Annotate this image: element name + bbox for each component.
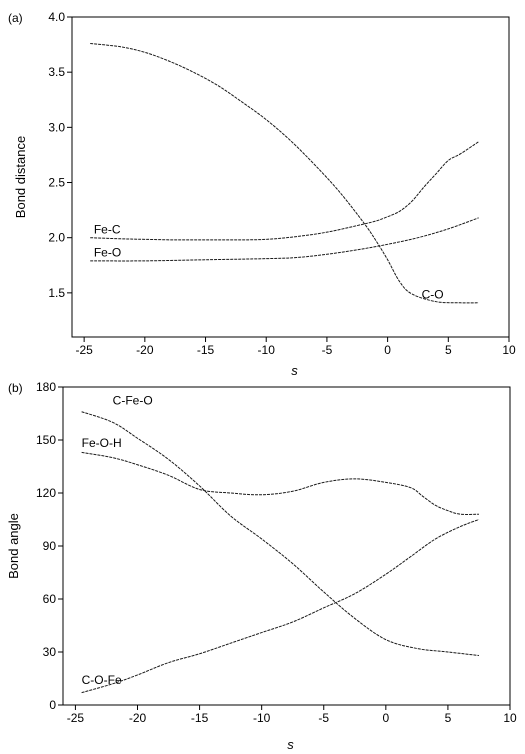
y-tick-label-b: 150: [36, 433, 56, 447]
series-label-fe-o-h: Fe-O-H: [82, 436, 122, 450]
x-tick-label-a: -20: [136, 343, 154, 357]
ticks-b: -25 -20 -15 -10 -5 0 5 10 0 30 60 90 120 150 180: [36, 380, 517, 725]
y-tick-label-a: 2.5: [48, 176, 65, 190]
series-label-fe-c: Fe-C: [94, 222, 121, 236]
x-axis-title-a: s: [291, 363, 298, 378]
panel-label-b: (b): [8, 381, 23, 395]
y-tick-label-b: 30: [43, 645, 57, 659]
x-tick-label-b: -10: [253, 711, 271, 725]
x-tick-label-a: -10: [258, 343, 276, 357]
panel-a: (a) s Bond distance -25 -20 -15 -10 -5 0 5 10 1.…: [8, 10, 516, 378]
y-tick-label-b: 120: [36, 486, 56, 500]
y-axis-title-b: Bond angle: [6, 513, 21, 579]
y-axis-title-a: Bond distance: [13, 136, 28, 218]
x-tick-label-a: -25: [75, 343, 93, 357]
series-lines-b: [81, 411, 480, 694]
plot-area-a: [71, 16, 510, 338]
x-tick-label-b: -25: [67, 711, 85, 725]
x-tick-label-a: -5: [322, 343, 333, 357]
ticks-a: -25 -20 -15 -10 -5 0 5 10 1.5 2.0 2.5 3.0 3.5 4.0: [48, 10, 516, 357]
series-line-c-o: [90, 42, 479, 304]
y-tick-label-b: 90: [43, 539, 57, 553]
series-label-c-fe-o: C-Fe-O: [113, 394, 153, 408]
series-lines-a: [90, 42, 479, 304]
series-line-c-o-fe: [81, 519, 480, 694]
panel-label-a: (a): [8, 11, 23, 25]
x-tick-label-b: 10: [503, 711, 517, 725]
series-label-c-o: C-O: [422, 287, 444, 301]
series-label-fe-o: Fe-O: [94, 245, 121, 259]
series-line-fe-c: [90, 141, 479, 241]
x-tick-label-b: -20: [129, 711, 147, 725]
panel-b: (b) s Bond angle -25 -20 -15 -10 -5 0 5 10 0 30 60…: [6, 380, 517, 752]
y-tick-label-a: 4.0: [48, 10, 65, 24]
x-tick-label-a: 10: [502, 343, 516, 357]
y-tick-label-b: 60: [43, 592, 57, 606]
x-tick-label-a: -15: [197, 343, 215, 357]
series-line-c-fe-o: [81, 411, 480, 657]
y-tick-label-a: 2.0: [48, 231, 65, 245]
x-tick-label-a: 0: [384, 343, 391, 357]
y-tick-label-b: 180: [36, 380, 56, 394]
series-labels-b: C-Fe-O Fe-O-H C-O-Fe: [82, 394, 153, 687]
y-tick-label-b: 0: [49, 698, 56, 712]
x-tick-label-b: 0: [382, 711, 389, 725]
x-axis-title-b: s: [287, 737, 294, 752]
series-labels-a: Fe-C Fe-O C-O: [94, 222, 444, 301]
y-tick-label-a: 3.5: [48, 65, 65, 79]
series-label-c-o-fe: C-O-Fe: [82, 673, 122, 687]
y-tick-label-a: 1.5: [48, 286, 65, 300]
series-line-fe-o-h: [81, 451, 479, 515]
plot-area-b: [62, 386, 511, 706]
x-tick-label-b: -5: [318, 711, 329, 725]
series-line-fe-o: [90, 217, 479, 262]
x-tick-label-b: 5: [445, 711, 452, 725]
x-tick-label-b: -15: [191, 711, 209, 725]
y-tick-label-a: 3.0: [48, 120, 65, 134]
x-tick-label-a: 5: [445, 343, 452, 357]
